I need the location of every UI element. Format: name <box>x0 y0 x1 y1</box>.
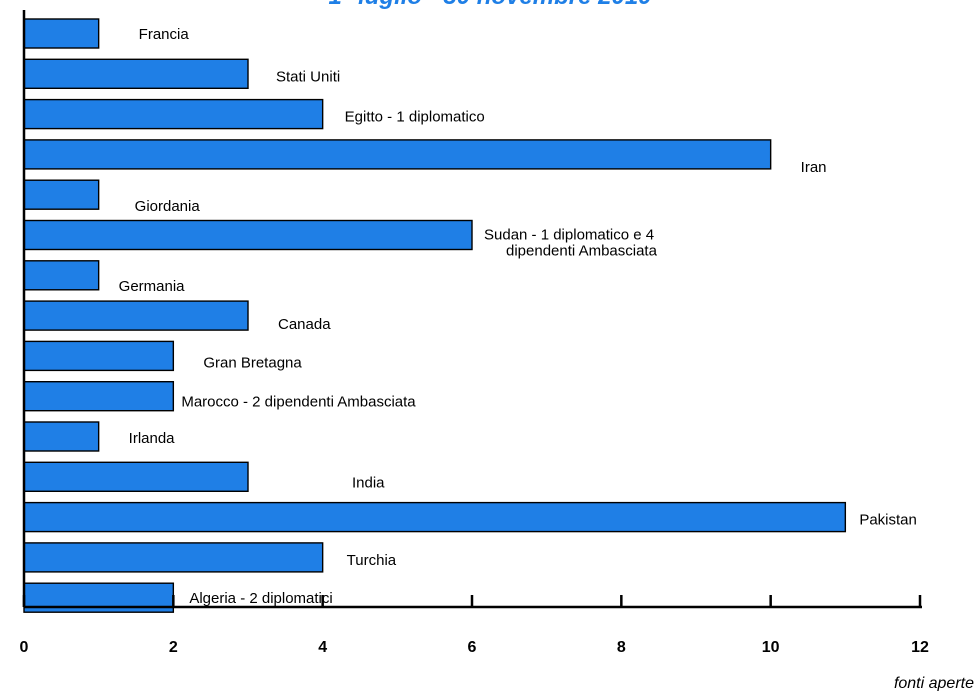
category-label-4: Iran <box>801 159 827 176</box>
x-tick-label-6: 6 <box>468 639 477 656</box>
category-label-10: Marocco - 2 dipendenti Ambasciata <box>181 394 416 411</box>
bar-6 <box>23 219 473 251</box>
category-label-2: Stati Uniti <box>276 68 340 85</box>
x-tick-label-2: 2 <box>169 639 178 656</box>
category-label-1: Francia <box>139 26 190 43</box>
bar-8 <box>23 300 249 331</box>
bar-9 <box>23 340 175 372</box>
x-tick-label-4: 4 <box>318 639 327 656</box>
category-label-6: Sudan - 1 diplomatico e 4 dipendenti Amba… <box>484 227 658 260</box>
bar-1 <box>23 18 100 49</box>
bar-7 <box>23 260 100 291</box>
chart-title: 1° luglio - 30 novembre 2010 <box>328 0 652 10</box>
bar-10 <box>23 381 175 412</box>
source-note: fonti aperte <box>894 675 974 691</box>
bars-layer <box>23 18 847 613</box>
bar-12 <box>23 461 249 492</box>
category-label-12: India <box>352 474 385 491</box>
category-label-11: Irlanda <box>129 430 176 447</box>
x-tick-label-0: 0 <box>20 639 29 656</box>
category-label-9: Gran Bretagna <box>203 354 302 371</box>
bar-11 <box>23 421 100 452</box>
bar-2 <box>23 58 249 89</box>
category-label-3: Egitto - 1 diplomatico <box>345 109 485 126</box>
category-labels: Francia Stati Uniti Egitto - 1 diplomatico… <box>119 26 917 607</box>
x-tick-label-8: 8 <box>617 639 626 656</box>
bar-13 <box>23 501 847 533</box>
category-label-5: Giordania <box>135 198 201 215</box>
category-label-7: Germania <box>119 278 186 295</box>
x-tick-label-12: 12 <box>911 639 929 656</box>
category-label-15: Algeria - 2 diplomatici <box>189 590 332 607</box>
x-tick-label-10: 10 <box>762 639 780 656</box>
bar-3 <box>23 98 324 130</box>
x-axis-ticks: 0 2 4 6 8 10 12 <box>20 595 929 656</box>
category-label-13: Pakistan <box>859 512 917 529</box>
category-label-8: Canada <box>278 316 331 333</box>
bar-14 <box>23 542 324 573</box>
category-label-14: Turchia <box>347 552 397 569</box>
bar-4 <box>23 139 772 170</box>
bar-5 <box>23 179 100 210</box>
